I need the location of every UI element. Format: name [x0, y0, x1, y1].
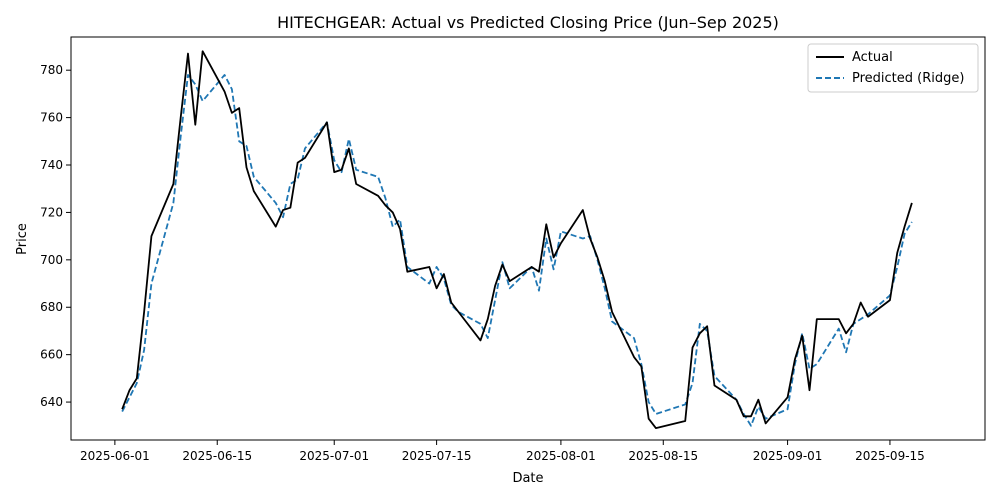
- x-axis-label: Date: [512, 471, 543, 486]
- y-tick-label: 780: [40, 63, 63, 77]
- x-tick-label: 2025-08-01: [526, 449, 596, 463]
- y-tick-label: 720: [40, 205, 63, 219]
- x-tick-label: 2025-06-01: [80, 449, 150, 463]
- y-tick-label: 660: [40, 348, 63, 362]
- legend-label-actual: Actual: [852, 50, 893, 65]
- y-axis: 640 660 680 700 720 740 760 780: [40, 63, 71, 409]
- y-axis-label: Price: [15, 223, 30, 255]
- x-tick-label: 2025-07-01: [299, 449, 369, 463]
- legend: Actual Predicted (Ridge): [807, 43, 979, 93]
- series-line-actual: [121, 50, 913, 430]
- legend-box: [807, 43, 979, 93]
- x-tick-label: 2025-09-01: [753, 449, 823, 463]
- y-tick-label: 740: [40, 158, 63, 172]
- plot-area: 2025-06-01 2025-06-15 2025-07-01 2025-07-15…: [40, 36, 986, 463]
- y-tick-label: 640: [40, 395, 63, 409]
- chart-title: HITECHGEAR: Actual vs Predicted Closing …: [277, 13, 779, 32]
- plot-frame: [70, 36, 986, 441]
- x-tick-label: 2025-06-15: [182, 449, 252, 463]
- x-tick-label: 2025-09-15: [855, 449, 925, 463]
- x-tick-label: 2025-08-15: [628, 449, 698, 463]
- series-line-predicted: [121, 74, 913, 427]
- x-axis: 2025-06-01 2025-06-15 2025-07-01 2025-07-15…: [80, 440, 925, 463]
- series-lines: [121, 50, 913, 430]
- legend-label-predicted: Predicted (Ridge): [852, 71, 964, 86]
- y-tick-label: 700: [40, 253, 63, 267]
- x-tick-label: 2025-07-15: [402, 449, 472, 463]
- y-tick-label: 680: [40, 300, 63, 314]
- y-tick-label: 760: [40, 111, 63, 125]
